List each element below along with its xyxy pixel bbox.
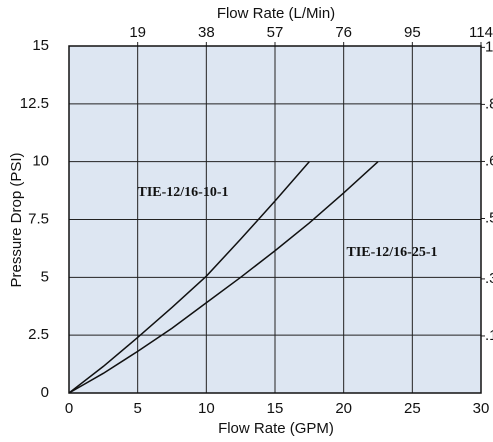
y2-tick-label: .86 (485, 95, 493, 112)
x2-axis-title: Flow Rate (L/Min) (217, 5, 335, 22)
x-tick-label: 10 (198, 400, 215, 417)
y-tick-label: 2.5 (28, 326, 49, 343)
x-tick-label: 20 (335, 400, 352, 417)
x-tick-label: 15 (267, 400, 284, 417)
y2-tick-label: .17 (485, 327, 493, 344)
y2-tick-label: .34 (485, 270, 493, 287)
y-tick-label: 0 (41, 384, 49, 401)
series-line (68, 161, 379, 394)
y-tick-label: 5 (41, 268, 49, 285)
x-tick-label: 25 (404, 400, 421, 417)
y2-tick-label: .52 (485, 209, 493, 226)
x2-tick-label: 38 (198, 24, 215, 41)
y-tick-label: 10 (32, 153, 49, 170)
y2-tick-label: 1.03 (485, 38, 493, 55)
x2-tick-label: 114 (469, 24, 493, 41)
series-label: TIE-12/16-25-1 (347, 245, 438, 260)
series-line (68, 161, 310, 394)
x-tick-label: 5 (133, 400, 141, 417)
x2-tick-label: 57 (267, 24, 284, 41)
x-tick-label: 0 (65, 400, 73, 417)
x-tick-label: 30 (473, 400, 490, 417)
y-axis-title: Pressure Drop (PSI) (8, 152, 25, 287)
x2-tick-label: 19 (129, 24, 146, 41)
y-tick-label: 15 (32, 37, 49, 54)
y-tick-label: 7.5 (28, 210, 49, 227)
x2-tick-label: 76 (335, 24, 352, 41)
x2-tick-label: 95 (404, 24, 421, 41)
x-axis-title: Flow Rate (GPM) (218, 420, 334, 437)
y-tick-label: 12.5 (20, 95, 49, 112)
plot-frame (68, 45, 482, 394)
series-label: TIE-12/16-10-1 (138, 185, 229, 200)
y2-tick-label: .69 (485, 152, 493, 169)
